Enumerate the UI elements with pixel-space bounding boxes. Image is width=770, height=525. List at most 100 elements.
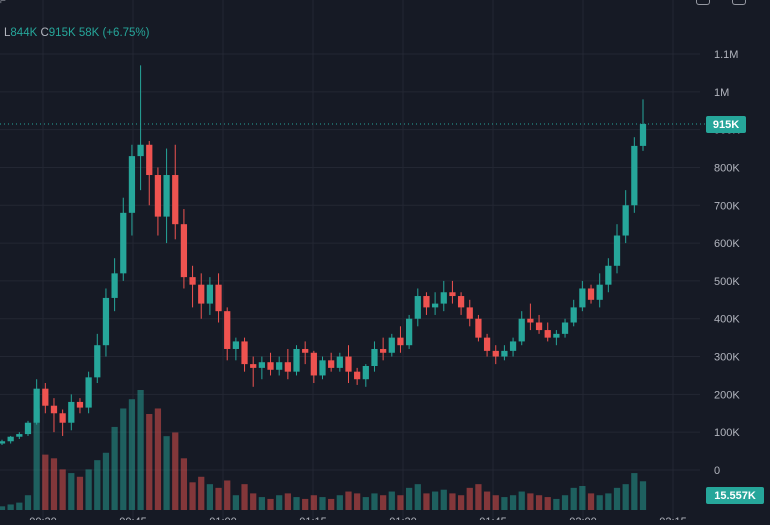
candle-body [509,341,517,351]
volume-bars [0,390,647,510]
candle-body [24,422,32,435]
candle-body [258,362,265,368]
candle-body [362,366,369,380]
candle-body [501,350,508,357]
candle-body [302,348,309,353]
volume-bar [310,495,317,510]
candle-body [76,401,84,408]
volume-bar [587,493,595,510]
volume-bar [0,506,6,510]
candle-body [345,356,352,372]
volume-bar [483,491,491,510]
x-tick-label: 02:00 [569,516,597,520]
volume-bar [24,495,32,510]
volume-bar [336,495,343,510]
y-tick-label: 0 [714,465,720,477]
candle-body [85,377,92,408]
volume-bar [172,432,179,510]
volume-bar [258,497,265,510]
volume-bar [189,482,196,510]
candle-body [276,362,283,370]
volume-bar [154,408,162,510]
candle-body [380,348,387,353]
candle-body [596,284,603,300]
volume-bar [85,469,92,510]
volume-bar [250,493,257,510]
volume-bar [284,493,291,510]
volume-bar [42,454,49,510]
volume-bar [553,498,560,510]
volume-bar [94,460,101,510]
y-tick-label: 800K [714,162,740,174]
volume-bar [215,487,222,510]
candle-body [553,333,560,338]
volume-bar [457,495,465,510]
candle-body [33,388,40,423]
volume-bar [16,502,23,510]
volume-bar [198,476,205,510]
low-value: 844K [10,27,38,39]
candle-body [354,371,361,380]
volume-bar [605,493,612,510]
volume-bar [7,504,14,510]
y-tick-label: 600K [714,238,740,250]
volume-bar [68,473,75,510]
candle-body [388,337,395,353]
candle-body [466,307,473,319]
candle-body [639,123,647,146]
candle-body [232,341,239,349]
toolbar-icons [680,0,770,8]
candle-body [527,318,534,323]
candle-body [483,337,491,351]
candle-body [449,292,456,297]
y-tick-label: 1.1M [714,49,738,61]
volume-badge: 15.557K [714,490,756,502]
candle-body [535,322,543,331]
candle-body [241,341,248,365]
volume-bar [509,495,517,510]
y-tick-label: 500K [714,276,740,288]
candle-body [605,265,612,285]
candle-body [622,205,629,236]
x-tick-label: 00:45 [119,516,147,520]
volume-bar [639,481,647,510]
volume-bar [380,495,387,510]
volume-bar [631,473,638,510]
candle-body [371,348,378,366]
volume-bar [128,399,136,510]
candle-body [475,318,482,338]
candle-body [59,413,66,423]
volume-bar [224,480,231,510]
volume-bar [397,495,404,510]
candle-body [111,273,118,298]
candle-body [198,284,205,304]
candle-body [587,288,595,300]
volume-bar [423,493,430,510]
volume-bar [414,484,421,510]
candle-body [7,436,14,442]
candles [0,65,647,446]
volume-bar [596,495,603,510]
x-tick-label: 01:45 [479,516,507,520]
candle-body [492,350,499,357]
volume-bar [466,487,473,510]
volume-bar [388,491,395,510]
candle-body [561,322,569,334]
y-tick-label: 700K [714,200,740,212]
volume-bar [293,497,300,510]
volume-bar [111,426,118,510]
volume-bar [492,495,499,510]
volume-bar [33,408,40,510]
volume-bar [146,414,153,510]
price-badge-bg [706,115,746,133]
candle-body [319,360,326,376]
volume-bar [501,497,508,510]
y-tick-label: 1M [714,87,729,99]
volume-bar [50,458,58,510]
volume-badge-bg [706,487,764,504]
screenshot-icon[interactable] [696,0,710,5]
volume-bar [267,498,274,510]
fullscreen-icon[interactable] [732,0,746,5]
